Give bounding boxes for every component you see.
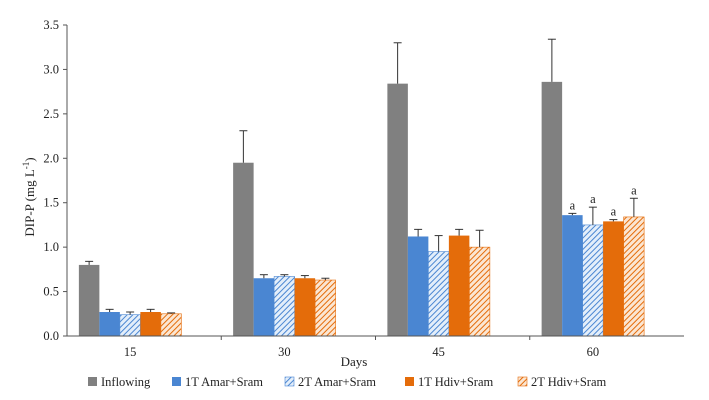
bar [603, 221, 624, 336]
legend-label: 1T Hdiv+Sram [418, 375, 493, 389]
legend-label: Inflowing [101, 375, 151, 389]
y-tick-label: 0.0 [43, 329, 59, 343]
legend-label: 1T Amar+Sram [185, 375, 263, 389]
x-tick-label: 60 [587, 345, 600, 359]
x-tick-label: 30 [278, 345, 291, 359]
bar [294, 278, 316, 336]
legend-swatch [284, 376, 295, 387]
legend-swatch [405, 377, 414, 386]
y-tick-label: 2.0 [43, 151, 59, 165]
significance-label: a [590, 192, 596, 206]
significance-label: a [631, 183, 637, 197]
x-tick-label: 45 [432, 345, 445, 359]
legend-swatch [88, 377, 97, 386]
bar [99, 312, 120, 336]
bar [541, 81, 563, 337]
bar [160, 313, 182, 337]
bar [253, 278, 275, 336]
legend-label: 2T Amar+Sram [298, 375, 376, 389]
bar [562, 215, 583, 336]
bars: a aaa [78, 38, 645, 337]
legend-label: 2T Hdiv+Sram [531, 375, 606, 389]
legend-swatch [172, 377, 181, 386]
y-tick-label: 0.5 [43, 285, 59, 299]
bar [314, 279, 336, 337]
bar [448, 235, 470, 336]
y-tick-label: 1.0 [43, 240, 59, 254]
significance-label: a [570, 198, 576, 212]
bar [428, 251, 450, 337]
bar [233, 162, 254, 336]
bar [140, 312, 161, 336]
x-axis-title: Days [341, 354, 368, 369]
legend-swatch [517, 376, 528, 387]
y-axis-ticks: 0.0 0.5 1.0 1.5 2.0 2.5 3.0 3.5 [43, 18, 67, 343]
y-axis-title: DIP-P (mg L-1) [21, 157, 37, 236]
significance-label: a [611, 205, 617, 219]
y-tick-label: 3.5 [43, 18, 59, 32]
y-tick-label: 1.5 [43, 196, 59, 210]
bar [119, 314, 141, 337]
bar [78, 264, 100, 336]
x-axis-ticks: 15 30 45 60 [124, 336, 599, 359]
bar [387, 83, 408, 336]
y-tick-label: 3.0 [43, 62, 59, 76]
bar [469, 246, 491, 337]
bar [582, 224, 604, 337]
legend: Inflowing 1T Amar+Sram 2T Amar+Sram 1T Hdiv… [88, 375, 606, 389]
x-tick-label: 15 [124, 345, 137, 359]
y-tick-label: 2.5 [43, 107, 59, 121]
bar [273, 276, 295, 337]
bar [407, 236, 429, 336]
bar [623, 216, 645, 337]
